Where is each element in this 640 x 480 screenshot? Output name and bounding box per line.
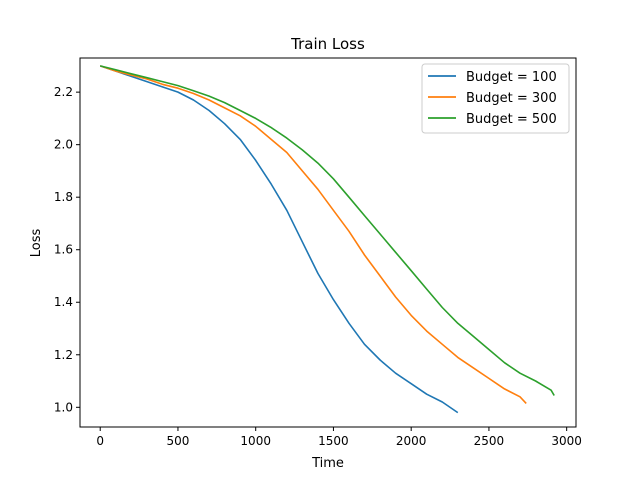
- y-tick-label-5: 2.0: [54, 138, 73, 152]
- x-tick-label-5: 2500: [474, 434, 505, 448]
- y-tick-label-4: 1.8: [54, 190, 73, 204]
- series-line-2: [100, 65, 555, 396]
- x-tick-label-3: 1500: [318, 434, 349, 448]
- plot-frame: [79, 57, 577, 428]
- x-tick-label-1: 500: [167, 434, 190, 448]
- chart-title: Train Loss: [290, 35, 365, 53]
- tick-layer: 0 500 1000 1500 2000 2500 3000 1.0 1.2 1.4 1.6 1.8 2…: [54, 85, 582, 448]
- x-axis-label: Time: [311, 456, 344, 471]
- x-tick-label-6: 3000: [551, 434, 582, 448]
- x-tick-label-0: 0: [96, 434, 104, 448]
- y-tick-label-1: 1.2: [54, 348, 73, 362]
- legend-label-0: Budget = 100: [466, 70, 557, 85]
- legend: Budget = 100 Budget = 300 Budget = 500: [421, 63, 570, 134]
- x-tick-label-2: 1000: [240, 434, 271, 448]
- y-tick-label-3: 1.6: [54, 243, 73, 257]
- y-axis-label: Loss: [29, 229, 44, 258]
- y-tick-label-2: 1.4: [54, 295, 73, 309]
- series-line-1: [99, 65, 527, 404]
- series-layer: [99, 65, 555, 414]
- legend-box: [421, 63, 570, 134]
- legend-label-2: Budget = 500: [466, 112, 557, 127]
- y-tick-label-6: 2.2: [54, 85, 73, 99]
- legend-label-1: Budget = 300: [466, 91, 557, 106]
- y-tick-label-0: 1.0: [54, 400, 73, 414]
- x-tick-label-4: 2000: [396, 434, 427, 448]
- series-line-0: [99, 65, 459, 414]
